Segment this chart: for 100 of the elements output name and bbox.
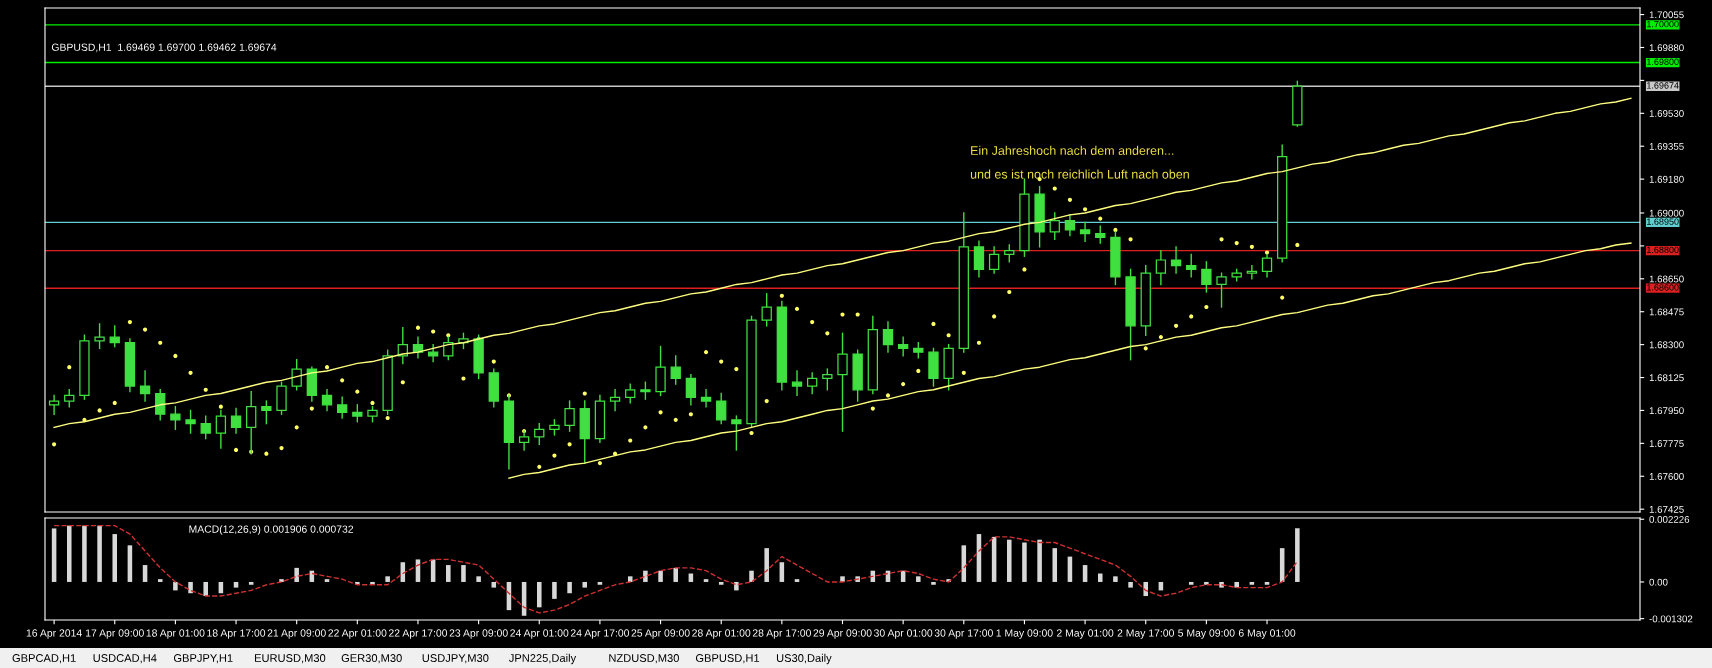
line-series xyxy=(508,242,1632,479)
y-tick-label: 1.68650 xyxy=(1649,275,1684,283)
text: GBPCAD,H1 xyxy=(12,654,76,664)
candlestick xyxy=(1216,272,1227,308)
bar xyxy=(324,579,330,582)
candlestick xyxy=(685,374,697,406)
x-tick-label: 5 May 09:00 xyxy=(1178,629,1235,639)
y-tick-label: 1.69530 xyxy=(1649,110,1684,117)
candlestick xyxy=(1049,212,1060,241)
ref-line-label: 1.69800 xyxy=(1647,58,1679,65)
x-tick-label: 24 Apr 01:00 xyxy=(510,629,569,639)
text: NZDUSD,M30 xyxy=(609,654,679,664)
annotation: Ein Jahreshoch nach dem anderen... xyxy=(971,145,1174,155)
bar xyxy=(294,567,299,582)
bar xyxy=(112,534,118,582)
candlestick xyxy=(822,368,833,391)
x-tick-label: 23 Apr 09:00 xyxy=(449,629,508,639)
bar xyxy=(643,570,648,582)
bar xyxy=(764,548,769,582)
ref-line-label: 1.68800 xyxy=(1647,246,1679,254)
x-tick-label: 18 Apr 01:00 xyxy=(146,629,205,639)
y-tick-label: 1.70055 xyxy=(1649,11,1684,19)
ref-line-label: 1.70000 xyxy=(1647,20,1679,28)
x-tick-label: 2 May 01:00 xyxy=(1056,629,1114,639)
text: GBPUSD,H1 1.69469 1.69700 1.69462 1.69674 xyxy=(51,43,277,53)
candlestick xyxy=(94,323,105,350)
text: EURUSD,M30 xyxy=(255,654,326,664)
bar xyxy=(66,525,72,582)
bar xyxy=(567,581,572,594)
x-tick-label: 6 May 01:00 xyxy=(1238,629,1296,639)
bar xyxy=(1097,573,1103,582)
x-tick-label: 25 Apr 09:00 xyxy=(631,629,690,639)
candlestick xyxy=(973,240,985,278)
bar xyxy=(1007,539,1012,582)
y-tick-label: 1.69355 xyxy=(1649,142,1684,150)
candlestick xyxy=(837,332,848,432)
y-tick-label: 1.68125 xyxy=(1649,374,1684,382)
x-tick-label: 24 Apr 17:00 xyxy=(570,629,630,639)
bar xyxy=(597,581,603,585)
bar xyxy=(916,576,921,582)
candlestick xyxy=(200,415,211,440)
candlestick xyxy=(230,407,242,434)
y-tick-label: 1.69000 xyxy=(1649,209,1684,217)
bar xyxy=(658,570,663,582)
x-tick-label: 29 Apr 09:00 xyxy=(813,629,872,639)
bar xyxy=(749,570,754,582)
bar xyxy=(385,576,390,582)
candlestick xyxy=(1155,249,1167,286)
candlestick xyxy=(670,355,681,385)
candlestick xyxy=(988,246,1000,274)
y-tick-label: 0.00 xyxy=(1649,578,1668,586)
y-tick-label: 1.67775 xyxy=(1649,440,1684,447)
x-tick-label: 17 Apr 09:00 xyxy=(86,629,144,639)
y-tick-label: 0.002226 xyxy=(1649,515,1690,523)
bar xyxy=(157,579,163,582)
bar xyxy=(1022,542,1027,582)
candlestick xyxy=(1246,264,1258,280)
x-tick-label: 28 Apr 17:00 xyxy=(752,629,811,639)
bar xyxy=(82,525,87,582)
candlestick xyxy=(609,389,621,412)
x-tick-label: 28 Apr 01:00 xyxy=(692,629,751,639)
ref-line-label: 1.69674 xyxy=(1647,82,1679,89)
candlestick xyxy=(291,358,302,391)
text: MACD(12,26,9) 0.001906 0.000732 xyxy=(189,525,354,535)
candlestick xyxy=(882,321,894,353)
text: GBPJPY,H1 xyxy=(173,654,233,664)
candlestick xyxy=(761,293,772,327)
candlestick xyxy=(1079,221,1091,242)
candlestick xyxy=(564,400,575,432)
bar xyxy=(476,576,481,582)
x-tick-label: 22 Apr 17:00 xyxy=(388,629,448,639)
candlestick xyxy=(1064,214,1076,237)
candlestick xyxy=(48,394,60,415)
y-tick-label: 1.68475 xyxy=(1649,308,1684,316)
candlestick xyxy=(791,370,803,397)
bar xyxy=(1037,539,1042,582)
text: JPN225,Daily xyxy=(508,653,577,665)
candlestick xyxy=(215,409,227,449)
candlestick xyxy=(1201,261,1212,293)
candlestick xyxy=(261,400,272,425)
text: USDCAD,H4 xyxy=(93,654,157,664)
text: USDJPY,M30 xyxy=(422,654,489,664)
candlestick xyxy=(427,343,439,363)
x-tick-label: 2 May 17:00 xyxy=(1117,629,1174,639)
text: GER30,M30 xyxy=(341,654,402,664)
x-tick-label: 18 Apr 17:00 xyxy=(207,629,266,639)
text: US30,Daily xyxy=(776,653,832,665)
candlestick xyxy=(731,415,742,451)
bar xyxy=(1128,581,1133,588)
bar xyxy=(931,581,936,585)
bar xyxy=(461,565,466,582)
bar xyxy=(1113,576,1118,582)
bar xyxy=(446,565,451,582)
bar xyxy=(248,581,254,585)
y-tick-label: 1.68300 xyxy=(1649,341,1684,349)
bar xyxy=(233,581,239,588)
bar xyxy=(673,567,678,582)
x-tick-label: 16 Apr 2014 xyxy=(26,629,82,639)
candlestick xyxy=(397,327,408,365)
bar xyxy=(718,581,724,585)
